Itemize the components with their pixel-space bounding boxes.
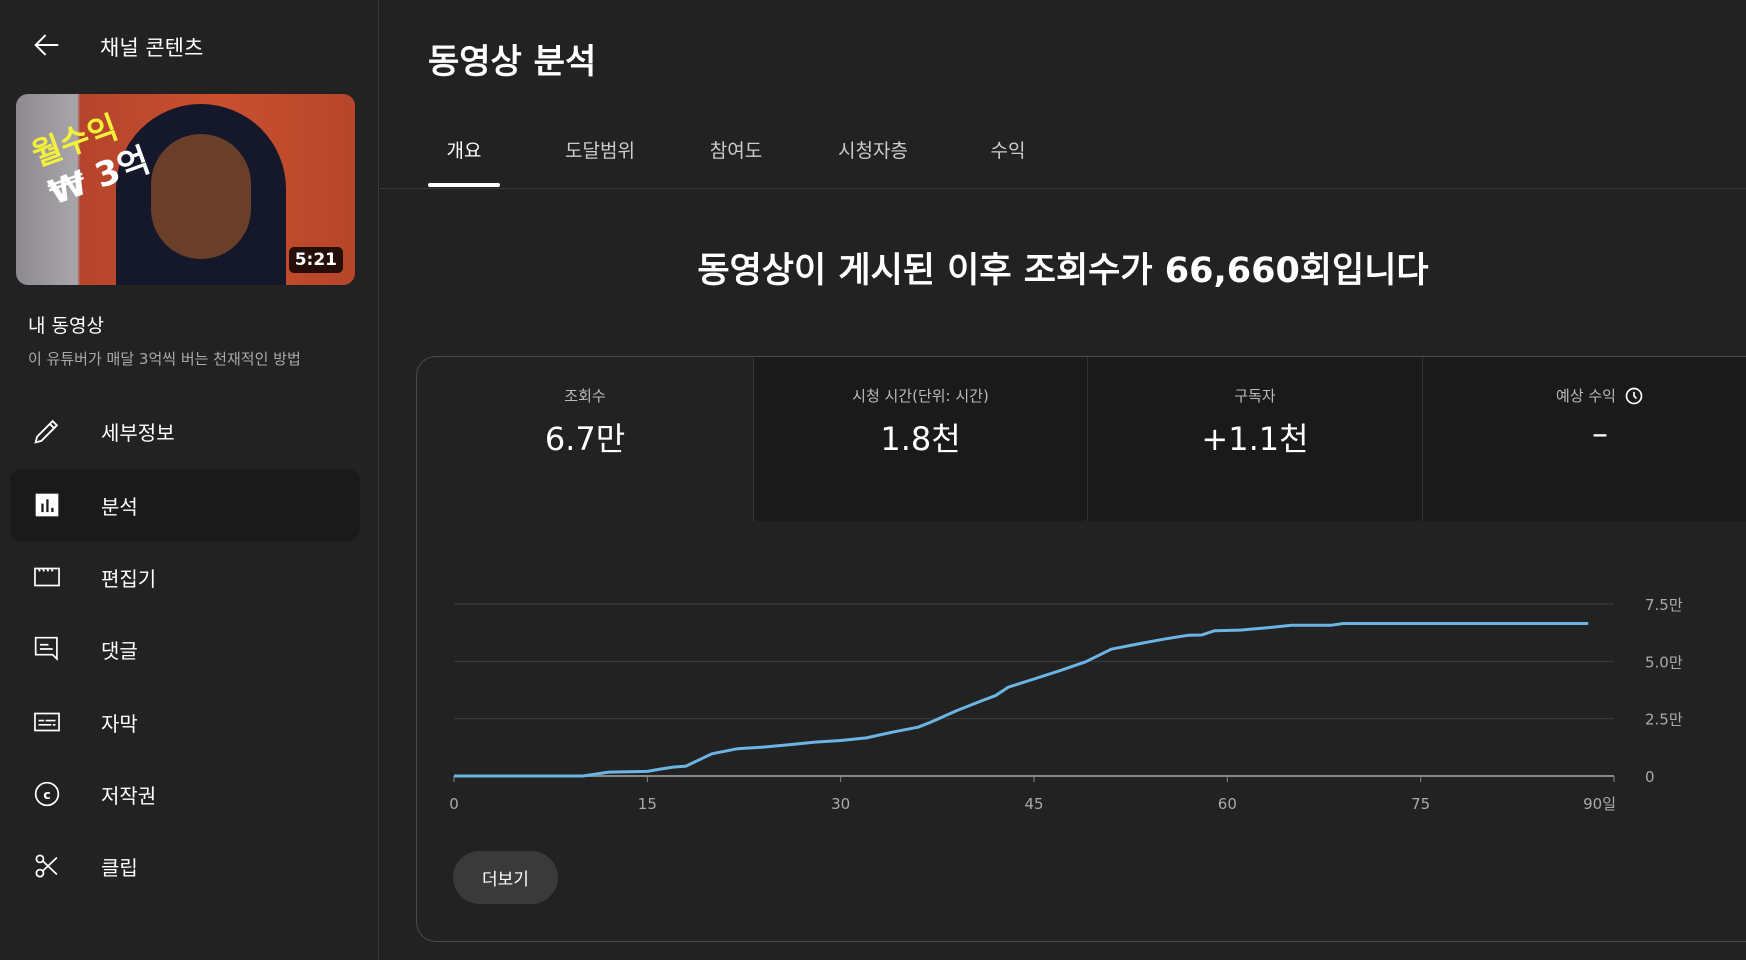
stat-subscribers[interactable]: 구독자 +1.1천 [1087,357,1422,521]
copyright-icon: c [34,781,60,807]
stat-label: 시청 시간(단위: 시간) [852,387,989,405]
page-title: 동영상 분석 [428,42,597,82]
sidebar-item-label: 자막 [101,711,138,736]
clock-icon[interactable] [1624,386,1644,406]
svg-text:c: c [43,788,51,803]
analytics-icon [35,493,59,517]
more-button[interactable]: 더보기 [453,851,558,904]
y-tick-label: 2.5만 [1645,711,1683,729]
y-tick-label: 5.0만 [1645,653,1683,671]
stat-label: 예상 수익 [1556,387,1616,405]
comment-icon [34,636,58,661]
active-tab-indicator [428,183,500,187]
sidebar-item-clips[interactable]: 클립 [10,830,360,902]
section-title: 내 동영상 [28,315,104,337]
tab-audience[interactable]: 시청자층 [838,140,908,162]
stat-watch-time[interactable]: 시청 시간(단위: 시간) 1.8천 [753,357,1087,521]
stat-value: 1.8천 [880,420,961,458]
x-tick-label: 45 [1024,795,1043,813]
y-tick-label: 7.5만 [1645,596,1683,614]
views-headline: 동영상이 게시된 이후 조회수가 66,660회입니다 [697,251,1429,291]
views-line [454,622,1589,778]
overview-card: 조회수 6.7만 시청 시간(단위: 시간) 1.8천 구독자 +1.1천 예상… [416,356,1746,942]
divider [380,188,1746,189]
subtitles-icon [34,712,60,732]
back-arrow-icon[interactable] [30,28,64,62]
stat-label: 구독자 [1234,387,1276,405]
tab-overview[interactable]: 개요 [446,140,482,162]
x-tick-label: 0 [449,795,459,813]
sidebar-item-subtitles[interactable]: 자막 [10,686,360,758]
video-thumbnail[interactable]: 월수익 ₩ 3억 5:21 [16,94,355,285]
stat-label: 조회수 [564,387,606,405]
sidebar-item-label: 편집기 [101,566,157,591]
sidebar: 채널 콘텐츠 월수익 ₩ 3억 5:21 내 동영상 이 유튜버가 매달 3억씩… [0,0,379,960]
x-tick-label: 15 [638,795,657,813]
stat-value: 6.7만 [544,420,626,458]
sidebar-item-label: 세부정보 [101,420,175,445]
sidebar-item-label: 분석 [101,494,138,519]
sidebar-header: 채널 콘텐츠 [100,36,204,60]
stat-estimated-revenue[interactable]: 예상 수익 – [1422,357,1746,521]
pencil-icon [34,419,59,444]
sidebar-item-copyright[interactable]: c 저작권 [10,758,360,830]
sidebar-item-details[interactable]: 세부정보 [10,395,360,467]
tab-revenue[interactable]: 수익 [990,140,1026,162]
stat-value: +1.1천 [1201,420,1309,458]
scissors-icon [35,854,58,878]
stat-views[interactable]: 조회수 6.7만 [417,357,753,521]
sidebar-item-label: 클립 [101,855,138,880]
x-tick-label: 30 [831,795,850,813]
tab-reach[interactable]: 도달범위 [565,140,635,162]
x-tick-label: 75 [1411,795,1430,813]
sidebar-item-label: 댓글 [101,638,138,663]
sidebar-item-label: 저작권 [101,783,157,808]
sidebar-item-comments[interactable]: 댓글 [10,613,360,685]
video-title: 이 유튜버가 매달 3억씩 버는 천재적인 방법 [28,350,301,368]
sidebar-item-editor[interactable]: 편집기 [10,541,360,613]
duration-badge: 5:21 [288,247,343,273]
sidebar-item-analytics[interactable]: 분석 [10,469,360,541]
y-tick-label: 0 [1645,768,1655,786]
x-tick-label: 90일 [1583,795,1616,813]
tab-engagement[interactable]: 참여도 [709,140,763,162]
clapperboard-icon [34,567,60,587]
stat-value: – [1592,414,1608,452]
x-tick-label: 60 [1218,795,1237,813]
